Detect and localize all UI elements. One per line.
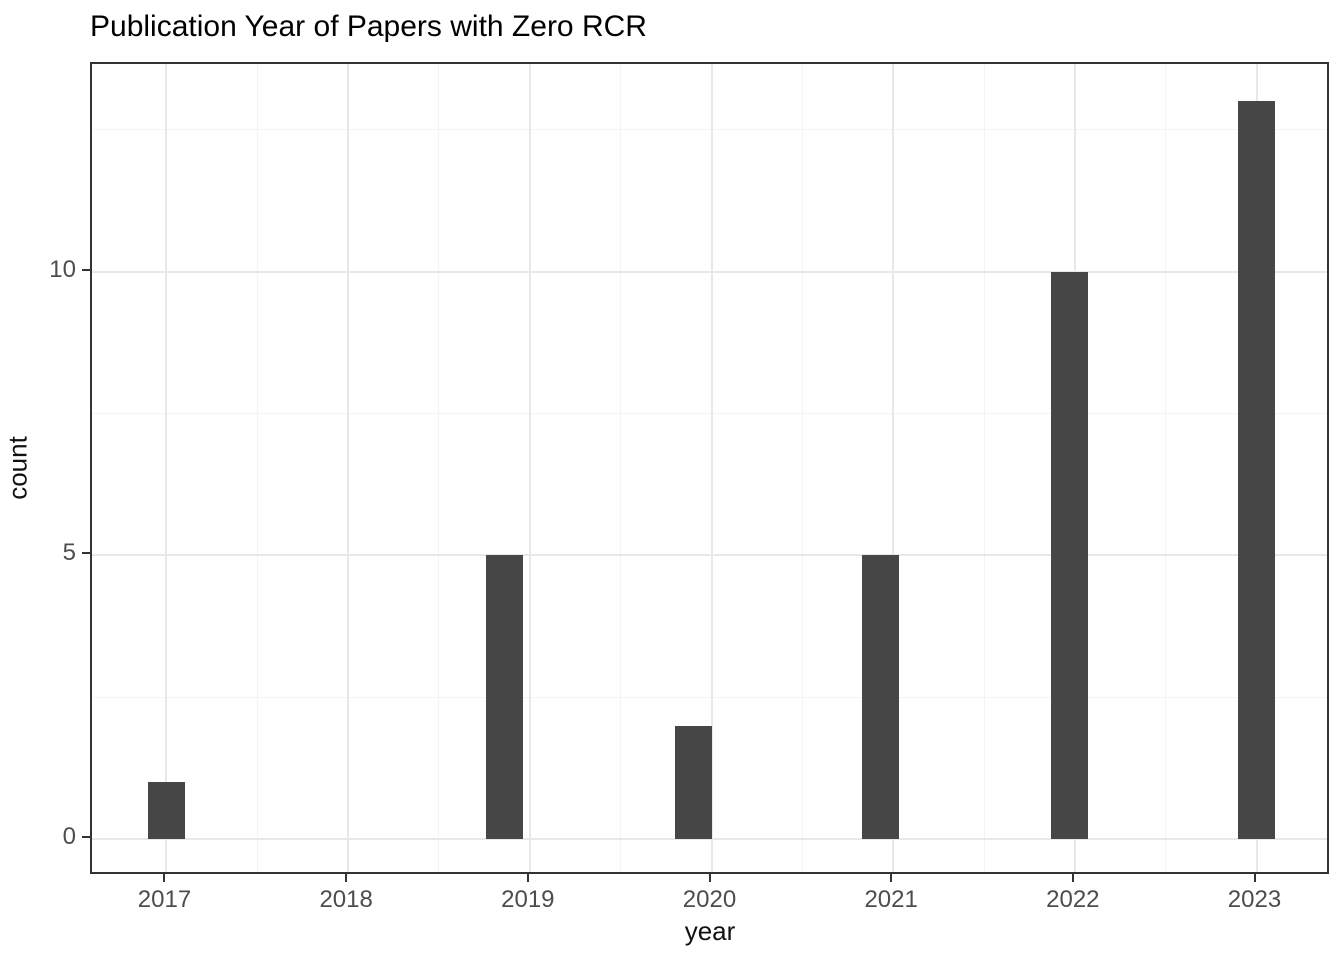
grid-minor-vertical	[438, 64, 440, 872]
grid-major-vertical	[165, 64, 168, 872]
y-tick-label: 0	[62, 823, 76, 851]
grid-minor-vertical	[1165, 64, 1167, 872]
grid-minor-horizontal	[92, 413, 1327, 415]
bar-2020	[674, 725, 713, 840]
x-tick-label: 2022	[1046, 886, 1100, 913]
grid-minor-horizontal	[92, 129, 1327, 131]
x-tick-label: 2021	[864, 886, 918, 913]
bar-2019	[485, 555, 524, 840]
bar-2022	[1050, 271, 1089, 840]
bar-2021	[861, 555, 900, 840]
x-tick-mark	[890, 874, 893, 882]
x-tick-mark	[1071, 874, 1074, 882]
y-tick-mark	[82, 552, 90, 555]
x-tick-mark	[163, 874, 166, 882]
x-tick-label: 2020	[682, 886, 737, 913]
grid-major-vertical	[347, 64, 350, 872]
x-tick-label: 2018	[319, 886, 373, 913]
chart-title: Publication Year of Papers with Zero RCR	[90, 10, 647, 43]
x-tick-label: 2019	[501, 886, 555, 913]
y-tick-mark	[82, 836, 90, 839]
y-tick-label: 5	[62, 539, 76, 567]
bar-2023	[1237, 101, 1276, 840]
x-axis-title: year	[684, 916, 736, 946]
x-tick-label: 2017	[137, 886, 192, 913]
x-tick-mark	[526, 874, 529, 882]
grid-major-vertical	[710, 64, 713, 872]
grid-minor-vertical	[256, 64, 258, 872]
grid-major-horizontal	[92, 838, 1327, 841]
x-tick-mark	[708, 874, 711, 882]
grid-major-horizontal	[92, 270, 1327, 273]
grid-minor-vertical	[801, 64, 803, 872]
bar-2017	[147, 782, 186, 840]
grid-major-horizontal	[92, 554, 1327, 557]
grid-major-vertical	[528, 64, 531, 872]
plot-panel	[90, 62, 1329, 874]
x-tick-label: 2023	[1227, 886, 1282, 913]
y-axis-title: count	[2, 436, 33, 500]
x-tick-mark	[345, 874, 348, 882]
grid-minor-horizontal	[92, 696, 1327, 698]
y-tick-label: 10	[49, 255, 76, 283]
grid-minor-vertical	[620, 64, 622, 872]
grid-minor-vertical	[983, 64, 985, 872]
y-tick-mark	[82, 268, 90, 271]
x-tick-mark	[1253, 874, 1256, 882]
grid-major-vertical	[892, 64, 895, 872]
